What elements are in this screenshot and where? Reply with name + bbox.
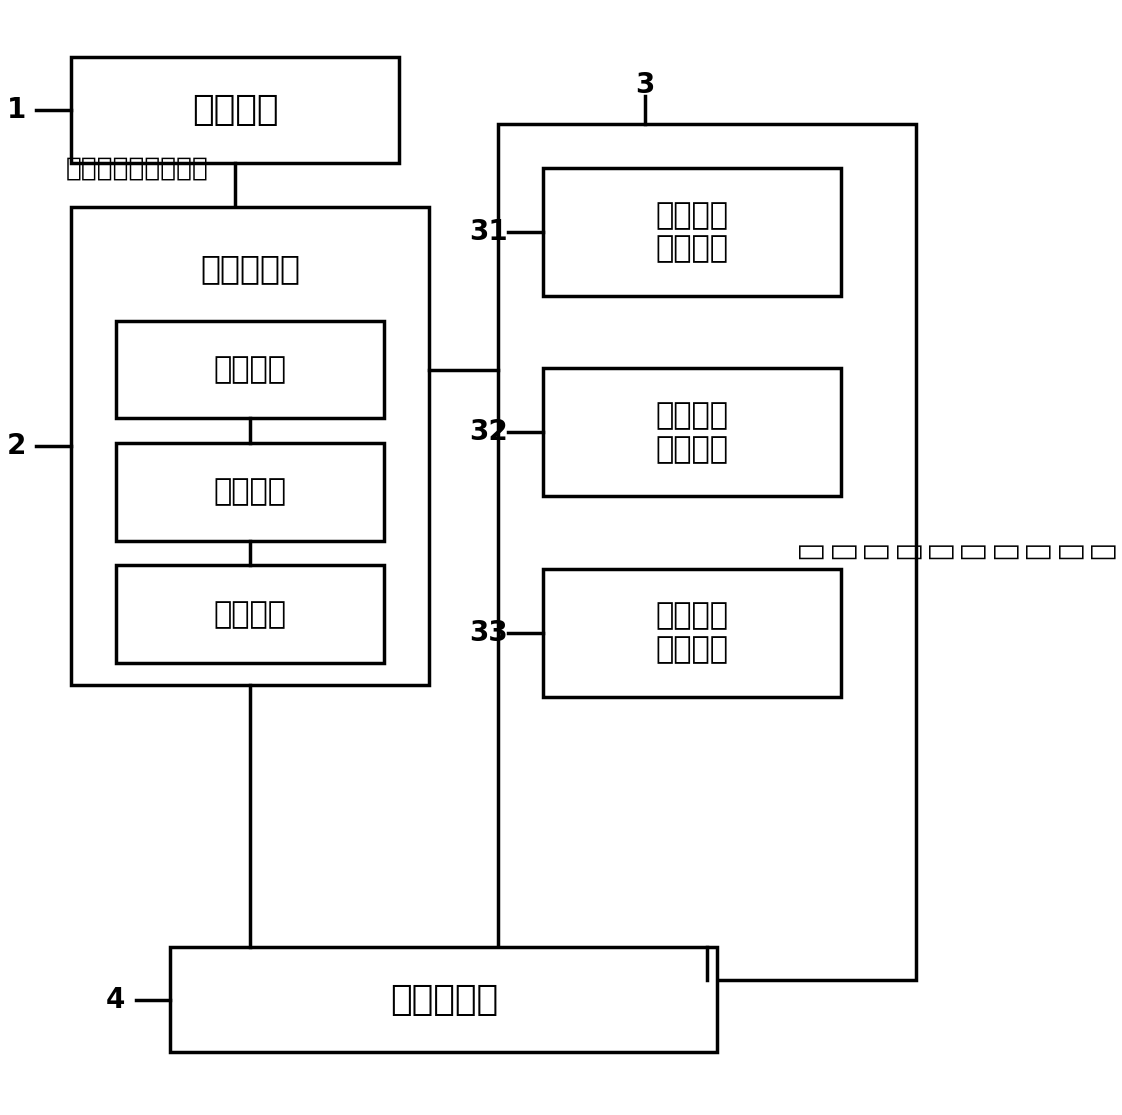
Text: 散点追踪: 散点追踪 xyxy=(213,477,286,506)
Text: 心
肌
运
动
形
态
计
算
单
元: 心 肌 运 动 形 态 计 算 单 元 xyxy=(795,544,1115,560)
Text: 方向计算: 方向计算 xyxy=(213,600,286,629)
Bar xyxy=(71,207,429,686)
Text: 预处理单元: 预处理单元 xyxy=(200,252,300,284)
Bar xyxy=(543,569,842,697)
Bar xyxy=(116,321,384,418)
Bar xyxy=(116,443,384,541)
Bar xyxy=(171,947,717,1053)
Bar xyxy=(116,565,384,663)
Text: 漂移校正: 漂移校正 xyxy=(213,355,286,384)
Bar xyxy=(543,368,842,496)
Text: 31: 31 xyxy=(469,219,508,246)
Text: 3: 3 xyxy=(635,71,654,99)
Text: 二维超声心动图序列: 二维超声心动图序列 xyxy=(66,155,209,182)
Text: 采集设备: 采集设备 xyxy=(192,93,278,127)
Text: 4: 4 xyxy=(107,986,126,1014)
Text: 32: 32 xyxy=(469,418,508,446)
Text: 33: 33 xyxy=(469,619,508,647)
Text: 心肌形变
表征部件: 心肌形变 表征部件 xyxy=(656,601,729,663)
Bar xyxy=(543,168,842,297)
Text: 可视化单元: 可视化单元 xyxy=(389,982,498,1017)
Text: 心肌形状
表征部件: 心肌形状 表征部件 xyxy=(656,201,729,263)
Bar xyxy=(498,124,916,980)
Text: 2: 2 xyxy=(7,433,26,460)
Text: 心肌运动
表征部件: 心肌运动 表征部件 xyxy=(656,401,729,464)
Text: 1: 1 xyxy=(7,96,26,124)
Bar xyxy=(71,57,399,163)
